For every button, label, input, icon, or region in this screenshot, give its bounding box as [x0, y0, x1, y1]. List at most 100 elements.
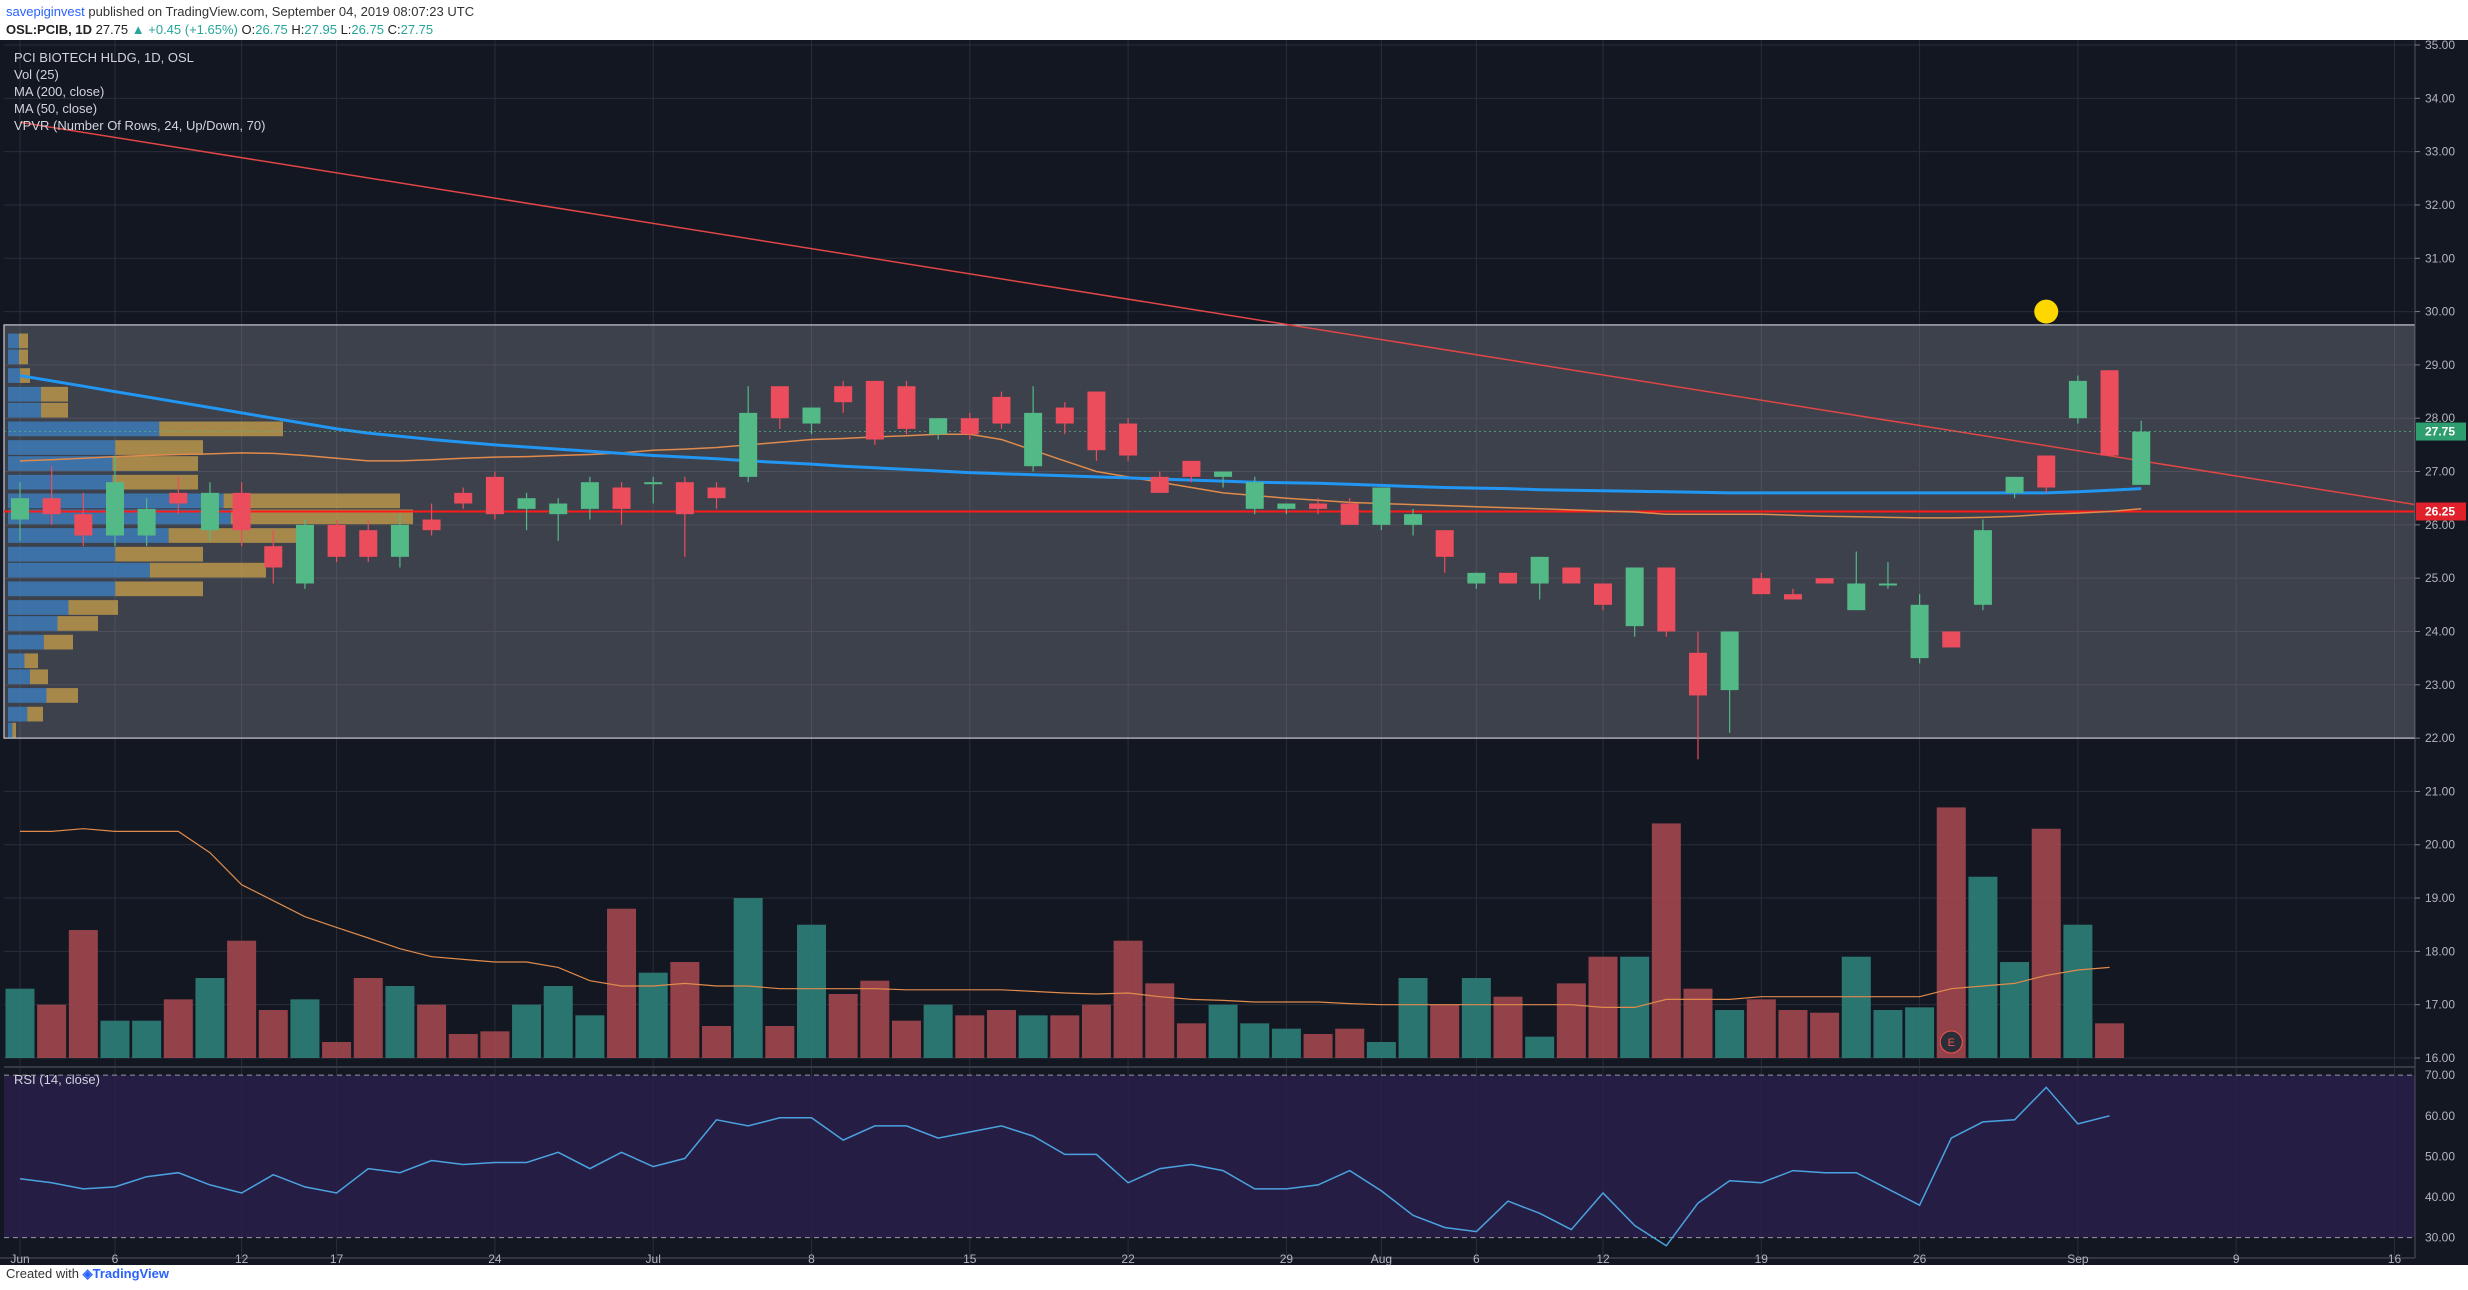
time-tick-label: 9: [2233, 1252, 2240, 1265]
volume-bar: [1778, 1010, 1808, 1058]
volume-bar: [1461, 978, 1491, 1058]
candle: [739, 386, 758, 483]
candle: [232, 482, 251, 547]
vpvr-row-up: [8, 546, 116, 562]
candle-body: [1024, 412, 1043, 467]
candle: [1878, 562, 1897, 589]
vpvr-row-up: [8, 706, 28, 722]
legend-volume: Vol (25): [14, 67, 59, 82]
volume-bar: [1271, 1028, 1301, 1058]
volume-bar: [2095, 1023, 2125, 1058]
candle-body: [137, 508, 156, 536]
vpvr-row-down: [68, 600, 118, 615]
candle: [1277, 503, 1296, 515]
candle-body: [327, 524, 346, 557]
chart-legend: PCI BIOTECH HLDG, 1D, OSL Vol (25) MA (2…: [14, 50, 265, 1087]
candle: [1119, 418, 1138, 461]
vpvr-row-up: [8, 440, 116, 455]
time-tick-label: 17: [330, 1252, 344, 1265]
candle: [1087, 391, 1106, 461]
marker-dot-icon: [2034, 299, 2059, 324]
candle-body: [1182, 460, 1201, 477]
overlays: [4, 121, 2443, 519]
candle: [865, 380, 884, 445]
candle: [1245, 476, 1264, 515]
volume-bar: [37, 1004, 67, 1058]
volume-bar: [2063, 924, 2093, 1058]
candle-body: [1783, 594, 1802, 600]
volume-profile: [8, 333, 413, 738]
price-tick-label: 19.00: [2425, 891, 2455, 905]
low-value: 26.75: [351, 22, 384, 37]
rsi-tick-label: 60.00: [2425, 1109, 2455, 1123]
candle: [1372, 487, 1391, 531]
candle-body: [1309, 503, 1328, 509]
vpvr-row-down: [168, 528, 300, 543]
candle-body: [11, 498, 29, 520]
candle-body: [1372, 487, 1391, 525]
candle: [1024, 386, 1043, 472]
candle: [1499, 572, 1518, 584]
last-price-axis-label: 27.75: [2425, 425, 2455, 439]
candle: [1910, 594, 1929, 664]
volume-bar: [1873, 1010, 1903, 1058]
candle-body: [802, 407, 821, 424]
price-tick-label: 35.00: [2425, 40, 2455, 52]
volume-bar: [1145, 983, 1175, 1058]
volume-bar: [1430, 1004, 1460, 1058]
candle: [929, 418, 948, 440]
time-tick-label: 16: [2388, 1252, 2402, 1265]
rsi-tick-label: 50.00: [2425, 1149, 2455, 1163]
candle-body: [1530, 556, 1549, 584]
volume-bar: [765, 1026, 795, 1058]
close-value: 27.75: [400, 22, 434, 37]
footer: Created with ◈TradingView: [6, 1266, 169, 1282]
candle: [1847, 551, 1866, 611]
price-tick-label: 16.00: [2425, 1051, 2455, 1065]
vpvr-row-up: [8, 456, 113, 471]
candle: [1150, 471, 1169, 493]
earnings-icon: [1939, 1030, 1963, 1054]
volume-bar: [1746, 999, 1776, 1058]
publisher-link[interactable]: savepiginvest: [6, 4, 85, 19]
candle-body: [169, 492, 188, 504]
volume-bar: [1968, 876, 1998, 1058]
price-tick-label: 21.00: [2425, 784, 2455, 798]
candle-body: [200, 492, 219, 531]
candle-body: [2068, 380, 2087, 419]
tradingview-logo-icon: ◈: [82, 1266, 93, 1281]
price-chart[interactable]: E 16.00 17.00 18.00 19.00 20.00 21.00 22.00 23.…: [0, 40, 2468, 1265]
rsi-tick-label: 30.00: [2425, 1231, 2455, 1245]
candle-body: [1815, 578, 1834, 584]
candle: [802, 407, 821, 435]
candle: [1625, 567, 1644, 637]
rsi-band-fill: [4, 1075, 2415, 1238]
candle: [644, 476, 663, 504]
candle-body: [264, 546, 283, 568]
candle-body: [1720, 631, 1739, 691]
price-tick-label: 18.00: [2425, 944, 2455, 958]
candle-body: [1878, 583, 1897, 586]
candle-body: [739, 412, 758, 477]
candle: [1657, 567, 1676, 637]
vpvr-row-up: [8, 581, 116, 597]
volume-bar: [1050, 1015, 1080, 1058]
volume-bar: [1176, 1023, 1206, 1058]
candle-body: [834, 386, 853, 403]
price-tick-label: 25.00: [2425, 571, 2455, 585]
candle: [992, 391, 1011, 429]
candle-body: [1752, 578, 1771, 595]
candle-body: [1973, 530, 1992, 605]
candle: [1182, 460, 1201, 483]
volume-bar: [733, 898, 763, 1058]
candle-body: [865, 380, 884, 440]
candle: [1815, 578, 1834, 584]
time-tick-label: 8: [808, 1252, 815, 1265]
legend-rsi: RSI (14, close): [14, 1072, 100, 1087]
time-tick-label: 26: [1913, 1252, 1927, 1265]
volume-bar: [2031, 828, 2061, 1058]
volume-bar: [891, 1020, 921, 1058]
tradingview-brand[interactable]: TradingView: [92, 1266, 169, 1281]
time-tick-label: Sep: [2067, 1252, 2089, 1265]
volume-bar: [1651, 823, 1681, 1058]
